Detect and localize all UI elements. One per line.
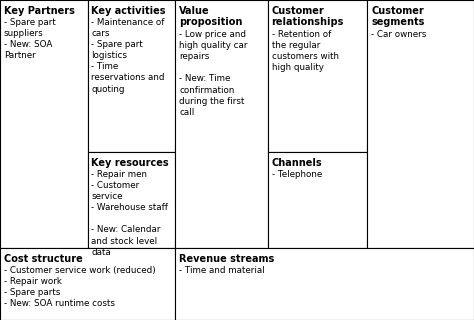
Text: Cost structure: Cost structure (4, 254, 82, 264)
Text: Key resources: Key resources (91, 158, 169, 168)
Bar (0, 0, 88, 248)
Text: - Customer service work (reduced)
- Repair work
- Spare parts
- New: SOA runtime: - Customer service work (reduced) - Repa… (4, 266, 155, 308)
Bar (88, 0, 175, 152)
Text: - Time and material: - Time and material (179, 266, 265, 275)
Text: - Car owners: - Car owners (371, 30, 427, 39)
Text: - Low price and
high quality car
repairs

- New: Time
confirmation
during the fi: - Low price and high quality car repairs… (179, 30, 248, 117)
Text: Key activities: Key activities (91, 6, 166, 16)
Text: - Maintenance of
cars
- Spare part
logistics
- Time
reservations and
quoting: - Maintenance of cars - Spare part logis… (91, 18, 165, 93)
Bar (88, 152, 175, 248)
Bar (268, 152, 367, 248)
Text: Channels: Channels (272, 158, 322, 168)
Text: - Repair men
- Customer
service
- Warehouse staff

- New: Calendar
and stock lev: - Repair men - Customer service - Wareho… (91, 170, 168, 257)
Bar (175, 248, 474, 320)
Bar (367, 0, 474, 248)
Bar (0, 248, 175, 320)
Text: Customer
relationships: Customer relationships (272, 6, 344, 28)
Text: - Telephone: - Telephone (272, 170, 322, 179)
Text: - Spare part
suppliers
- New: SOA
Partner: - Spare part suppliers - New: SOA Partne… (4, 18, 55, 60)
Text: Revenue streams: Revenue streams (179, 254, 274, 264)
Text: - Retention of
the regular
customers with
high quality: - Retention of the regular customers wit… (272, 30, 338, 72)
Text: Key Partners: Key Partners (4, 6, 75, 16)
Bar (175, 0, 268, 248)
Text: Value
proposition: Value proposition (179, 6, 243, 28)
Bar (268, 0, 367, 152)
Text: Customer
segments: Customer segments (371, 6, 425, 28)
